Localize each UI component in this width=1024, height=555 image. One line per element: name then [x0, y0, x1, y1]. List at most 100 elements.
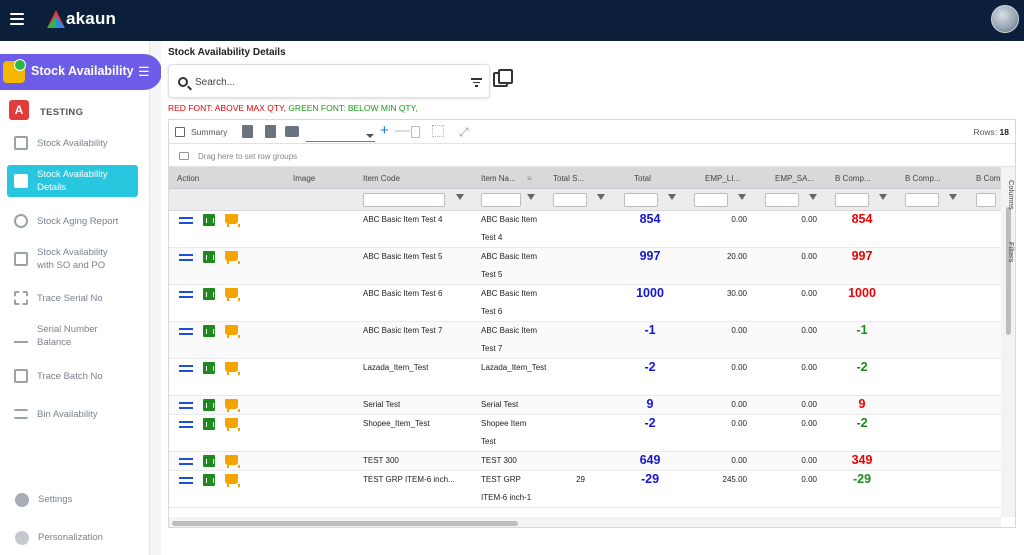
filter-input-item-code[interactable] — [363, 193, 445, 207]
cart-icon[interactable] — [225, 399, 240, 412]
table-row[interactable]: ABC Basic Item Test 5 ABC Basic Item Test… — [169, 248, 1001, 285]
summary-checkbox[interactable] — [175, 127, 185, 137]
cart-icon[interactable] — [225, 455, 240, 468]
filter-icon[interactable] — [471, 78, 482, 89]
column-header-item-name[interactable]: Item Na... — [481, 174, 516, 183]
transfer-icon[interactable] — [179, 475, 193, 485]
tab-columns[interactable]: Columns — [1007, 180, 1016, 210]
bookmark-icon[interactable] — [411, 126, 420, 138]
column-header-b-comp-2[interactable]: B Comp... — [905, 174, 941, 183]
sidebar-item-personalization[interactable]: Personalization — [7, 531, 138, 547]
menu-icon[interactable] — [10, 13, 24, 25]
transfer-icon[interactable] — [179, 419, 193, 429]
transfer-icon[interactable] — [179, 363, 193, 373]
table-row[interactable]: Serial Test Serial Test 9 0.00 0.00 9 — [169, 396, 1001, 415]
row-group-bar[interactable]: Drag here to set row groups — [169, 144, 1015, 167]
table-row[interactable]: TEST 300 TEST 300 649 0.00 0.00 349 — [169, 452, 1001, 471]
chart-icon[interactable] — [203, 418, 215, 430]
table-row[interactable]: Shopee_Item_Test Shopee Item Test -2 0.00 0.… — [169, 415, 1001, 452]
vertical-scrollbar[interactable] — [1001, 167, 1015, 517]
cart-icon[interactable] — [225, 474, 240, 487]
vertical-scroll-thumb[interactable] — [1006, 207, 1011, 335]
chart-icon[interactable] — [203, 362, 215, 374]
filter-input-emp-sa[interactable] — [765, 193, 799, 207]
grid-layout-icon[interactable] — [432, 125, 444, 137]
column-header-item-code[interactable]: Item Code — [363, 174, 400, 183]
chart-icon[interactable] — [203, 325, 215, 337]
column-header-b-comp-1[interactable]: B Comp... — [835, 174, 871, 183]
sidebar-item-stock-availability[interactable]: Stock Availability — [7, 132, 138, 154]
view-select[interactable] — [306, 132, 375, 142]
module-switcher[interactable]: Stock Availability ☰ — [0, 54, 162, 90]
column-header-total-s[interactable]: Total S... — [553, 174, 585, 183]
column-header-action[interactable]: Action — [177, 174, 200, 183]
table-row[interactable]: ABC Basic Item Test 7 ABC Basic Item Test… — [169, 322, 1001, 359]
column-menu-icon[interactable]: ≡ — [527, 174, 532, 183]
remove-view-icon[interactable]: — — [395, 122, 410, 139]
column-header-emp-li[interactable]: EMP_LI... — [705, 174, 741, 183]
filter-icon[interactable] — [949, 194, 957, 200]
table-row[interactable]: TEST GRP ITEM-6 inch... TEST GRP ITEM-6 i… — [169, 471, 1001, 508]
cart-icon[interactable] — [225, 288, 240, 301]
column-header-total[interactable]: Total — [634, 174, 651, 183]
sidebar-item-trace-serial-no[interactable]: Trace Serial No — [7, 287, 138, 309]
sidebar-item-settings[interactable]: Settings — [7, 493, 138, 509]
export-icon[interactable] — [493, 69, 513, 87]
print-icon[interactable] — [285, 126, 299, 137]
cell-emp-li: 0.00 — [731, 456, 747, 465]
transfer-icon[interactable] — [179, 400, 193, 410]
search-input[interactable] — [195, 73, 455, 91]
column-header-b-comp-3[interactable]: B Com — [976, 174, 1001, 183]
cart-icon[interactable] — [225, 214, 240, 227]
column-header-image[interactable]: Image — [293, 174, 316, 183]
transfer-icon[interactable] — [179, 456, 193, 466]
filter-input-total-s[interactable] — [553, 193, 587, 207]
filter-icon[interactable] — [597, 194, 605, 200]
chart-icon[interactable] — [203, 251, 215, 263]
horizontal-scrollbar[interactable] — [169, 517, 1001, 527]
expand-icon[interactable]: ⤢ — [459, 125, 469, 139]
collapse-sidebar-icon[interactable]: ☰ — [138, 64, 150, 79]
filter-input-b-comp-1[interactable] — [835, 193, 869, 207]
filter-icon[interactable] — [456, 194, 464, 200]
sidebar-item-stock-availability-so-po[interactable]: Stock Availability with SO and PO — [7, 242, 138, 276]
filter-input-emp-li[interactable] — [694, 193, 728, 207]
filter-input-total[interactable] — [624, 193, 658, 207]
chart-icon[interactable] — [203, 455, 215, 467]
csv-export-icon[interactable] — [242, 125, 253, 138]
chart-icon[interactable] — [203, 399, 215, 411]
filter-icon[interactable] — [527, 194, 535, 200]
user-avatar[interactable] — [991, 5, 1019, 33]
filter-icon[interactable] — [738, 194, 746, 200]
sidebar-item-trace-batch-no[interactable]: Trace Batch No — [7, 365, 138, 387]
sidebar-item-serial-number-balance[interactable]: Serial Number Balance — [7, 319, 138, 353]
transfer-icon[interactable] — [179, 215, 193, 225]
cart-icon[interactable] — [225, 325, 240, 338]
tab-filters[interactable]: Filters — [1007, 242, 1016, 263]
column-header-emp-sa[interactable]: EMP_SA... — [775, 174, 815, 183]
table-row[interactable]: ABC Basic Item Test 4 ABC Basic Item Test… — [169, 211, 1001, 248]
chart-icon[interactable] — [203, 214, 215, 226]
file-export-icon[interactable] — [265, 125, 276, 138]
transfer-icon[interactable] — [179, 326, 193, 336]
filter-input-b-comp-2[interactable] — [905, 193, 939, 207]
filter-input-b-comp-3[interactable] — [976, 193, 996, 207]
filter-icon[interactable] — [879, 194, 887, 200]
chart-icon[interactable] — [203, 288, 215, 300]
sidebar-item-bin-availability[interactable]: Bin Availability — [7, 403, 138, 425]
cart-icon[interactable] — [225, 362, 240, 375]
transfer-icon[interactable] — [179, 252, 193, 262]
table-row[interactable]: ABC Basic Item Test 6 ABC Basic Item Test… — [169, 285, 1001, 322]
cart-icon[interactable] — [225, 251, 240, 264]
chart-icon[interactable] — [203, 474, 215, 486]
table-row[interactable]: Lazada_Item_Test Lazada_Item_Test -2 0.00 0.… — [169, 359, 1001, 396]
cart-icon[interactable] — [225, 418, 240, 431]
add-view-icon[interactable]: + — [380, 122, 389, 139]
filter-icon[interactable] — [809, 194, 817, 200]
transfer-icon[interactable] — [179, 289, 193, 299]
sidebar-item-stock-aging-report[interactable]: Stock Aging Report — [7, 210, 138, 232]
horizontal-scroll-thumb[interactable] — [172, 521, 518, 526]
filter-input-item-name[interactable] — [481, 193, 521, 207]
sidebar-item-stock-availability-details[interactable]: Stock Availability Details — [7, 165, 138, 197]
filter-icon[interactable] — [668, 194, 676, 200]
